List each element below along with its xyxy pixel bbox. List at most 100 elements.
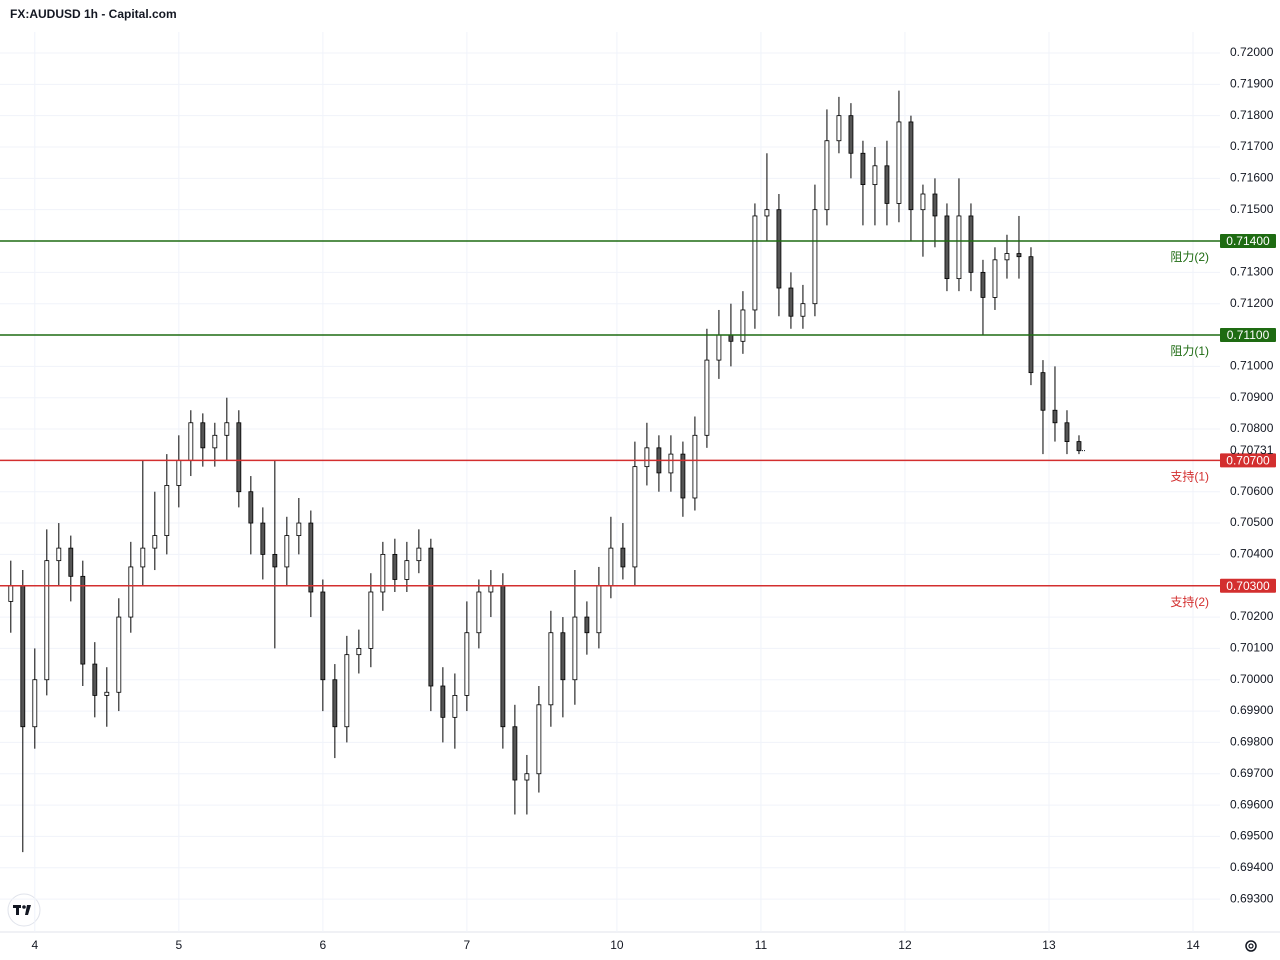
candle-body [464,632,470,696]
candle-body [296,522,302,536]
candle-body [488,585,494,593]
y-tick-label: 0.71500 [1230,202,1274,216]
candle-body [1016,253,1022,258]
candle-body [608,547,614,587]
candle-body [956,215,962,280]
candle-body [260,522,266,555]
candle-body [644,447,650,468]
level-name: 阻力(1) [1170,344,1209,358]
candle-body [788,287,794,317]
level-name: 支持(1) [1170,469,1209,484]
candle-body [668,453,674,474]
x-tick-label: 13 [1042,938,1056,952]
candle-body [236,422,242,493]
level-price-label: 0.71400 [1226,234,1270,248]
y-tick-label: 0.70500 [1230,515,1274,529]
y-tick-label: 0.69500 [1230,829,1274,843]
candle-body [1028,256,1034,374]
y-tick-label: 0.71300 [1230,265,1274,279]
candle-body [332,679,338,728]
candle-body [1040,372,1046,411]
level-name: 支持(2) [1170,594,1209,609]
candle-body [896,121,902,204]
x-tick-label: 10 [610,938,624,952]
candle-body [728,334,734,342]
candle-body [452,695,458,718]
y-tick-label: 0.69600 [1230,797,1274,811]
y-tick-label: 0.70100 [1230,641,1274,655]
candle-body [680,453,686,499]
y-tick-label: 0.70900 [1230,390,1274,404]
candle-body [512,726,518,781]
candle-body [212,434,218,449]
candle-body [152,535,158,549]
y-tick-label: 0.69300 [1230,891,1274,905]
candle-body [884,165,890,204]
candle-body [380,553,386,593]
candle-body [440,685,446,718]
y-tick-label: 0.69900 [1230,703,1274,717]
candle-body [620,547,626,568]
y-tick-label: 0.69800 [1230,735,1274,749]
candle-body [596,585,602,634]
level-price-label: 0.70700 [1226,454,1270,468]
candle-body [392,553,398,580]
y-tick-label: 0.69400 [1230,860,1274,874]
candle-body [944,215,950,280]
candle-body [200,422,206,449]
candle-body [80,575,86,665]
x-tick-label: 12 [898,938,912,952]
candle-body [404,560,410,580]
candle-body [584,616,590,634]
candle-body [20,585,26,728]
y-tick-label: 0.70600 [1230,484,1274,498]
candle-body [908,121,914,211]
candle-body [140,547,146,568]
x-tick-label: 14 [1186,938,1200,952]
candle-body [860,152,866,186]
candle-body [836,115,842,142]
candle-body [980,271,986,298]
level-price-box [1220,453,1276,468]
candle-body [548,632,554,706]
level-price-label: 0.71100 [1227,328,1270,342]
y-tick-label: 0.71800 [1230,108,1274,122]
level-price-box [1220,234,1276,249]
candle-body [524,773,530,781]
candle-body [188,422,194,461]
candle-body [416,547,422,562]
candle-body [428,547,434,687]
candle-body [128,566,134,618]
candle-body [164,485,170,536]
candle-body [320,591,326,681]
x-tick-label: 11 [755,938,768,952]
candle-body [368,591,374,649]
candle-body [44,560,50,681]
candle-body [1052,409,1058,424]
candle-body [848,115,854,154]
candle-body [968,215,974,273]
candle-body [308,522,314,593]
x-tick-label: 4 [31,938,38,952]
candle-body [752,215,758,311]
candle-body [500,585,506,728]
candle-body [872,165,878,186]
candle-body [740,309,746,342]
candle-body [776,209,782,289]
candle-body [692,434,698,499]
candle-body [1004,253,1010,261]
y-tick-label: 0.71700 [1230,139,1274,153]
candle-body [1076,441,1082,452]
settings-icon[interactable] [1245,940,1257,952]
candle-body [932,193,938,217]
candle-body [476,591,482,634]
candle-body [992,259,998,298]
y-tick-label: 0.71200 [1230,296,1274,310]
candle-body [824,140,830,211]
y-tick-label: 0.70400 [1230,547,1274,561]
tv-logo [7,893,41,927]
candle-body [8,585,14,602]
candle-body [812,209,818,305]
candle-body [176,459,182,486]
